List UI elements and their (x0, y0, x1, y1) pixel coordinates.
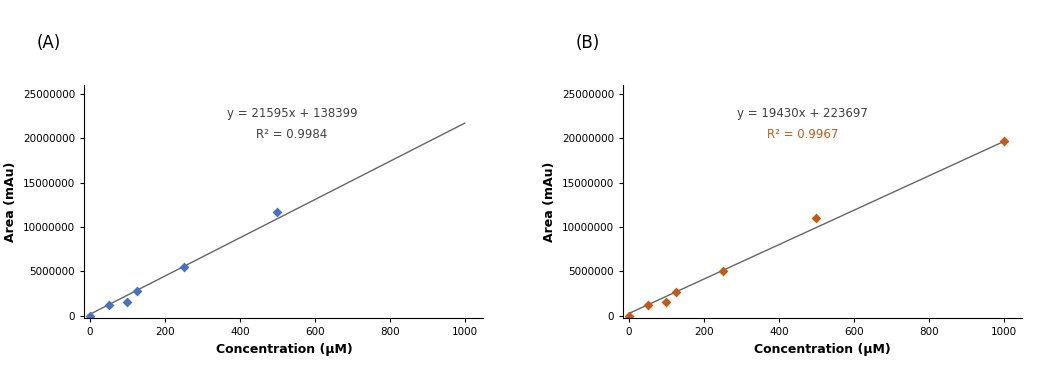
X-axis label: Concentration (μM): Concentration (μM) (755, 343, 892, 356)
Text: y = 21595x + 138399: y = 21595x + 138399 (227, 107, 357, 120)
Point (621, 312, 638, 319)
Text: R² = 0.9967: R² = 0.9967 (767, 128, 839, 141)
Point (119, 299, 136, 305)
Point (658, 299, 675, 305)
Y-axis label: Area (mAu): Area (mAu) (4, 161, 18, 242)
Text: R² = 0.9984: R² = 0.9984 (256, 128, 328, 141)
Text: y = 19430x + 223697: y = 19430x + 223697 (738, 107, 868, 120)
Point (667, 289, 684, 295)
Point (639, 302, 656, 308)
Text: (B): (B) (575, 34, 600, 52)
Text: (A): (A) (37, 34, 61, 52)
Point (175, 264, 192, 270)
Point (715, 268, 731, 274)
Point (807, 215, 824, 221)
Point (100, 302, 117, 308)
Point (995, 138, 1012, 144)
Point (129, 288, 145, 294)
Point (269, 209, 286, 215)
Point (81, 312, 98, 319)
X-axis label: Concentration (μM): Concentration (μM) (215, 343, 352, 356)
Y-axis label: Area (mAu): Area (mAu) (544, 161, 557, 242)
